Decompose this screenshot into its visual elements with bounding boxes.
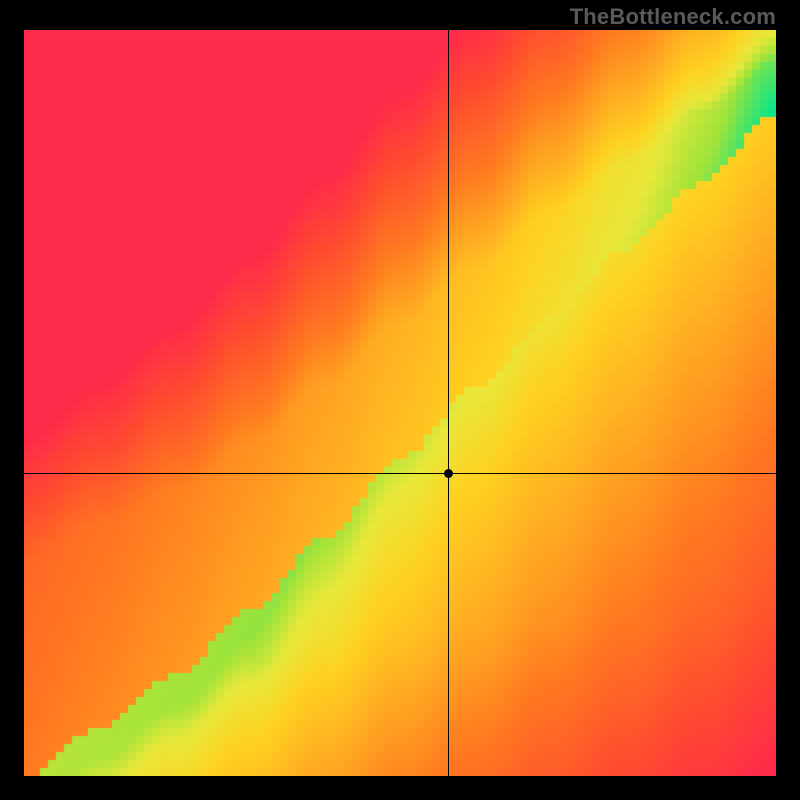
crosshair-marker — [444, 469, 453, 478]
crosshair-vertical — [448, 30, 449, 776]
crosshair-horizontal — [24, 473, 776, 474]
heatmap-canvas — [24, 30, 776, 776]
watermark-text: TheBottleneck.com — [570, 4, 776, 30]
heatmap-frame — [24, 30, 776, 776]
